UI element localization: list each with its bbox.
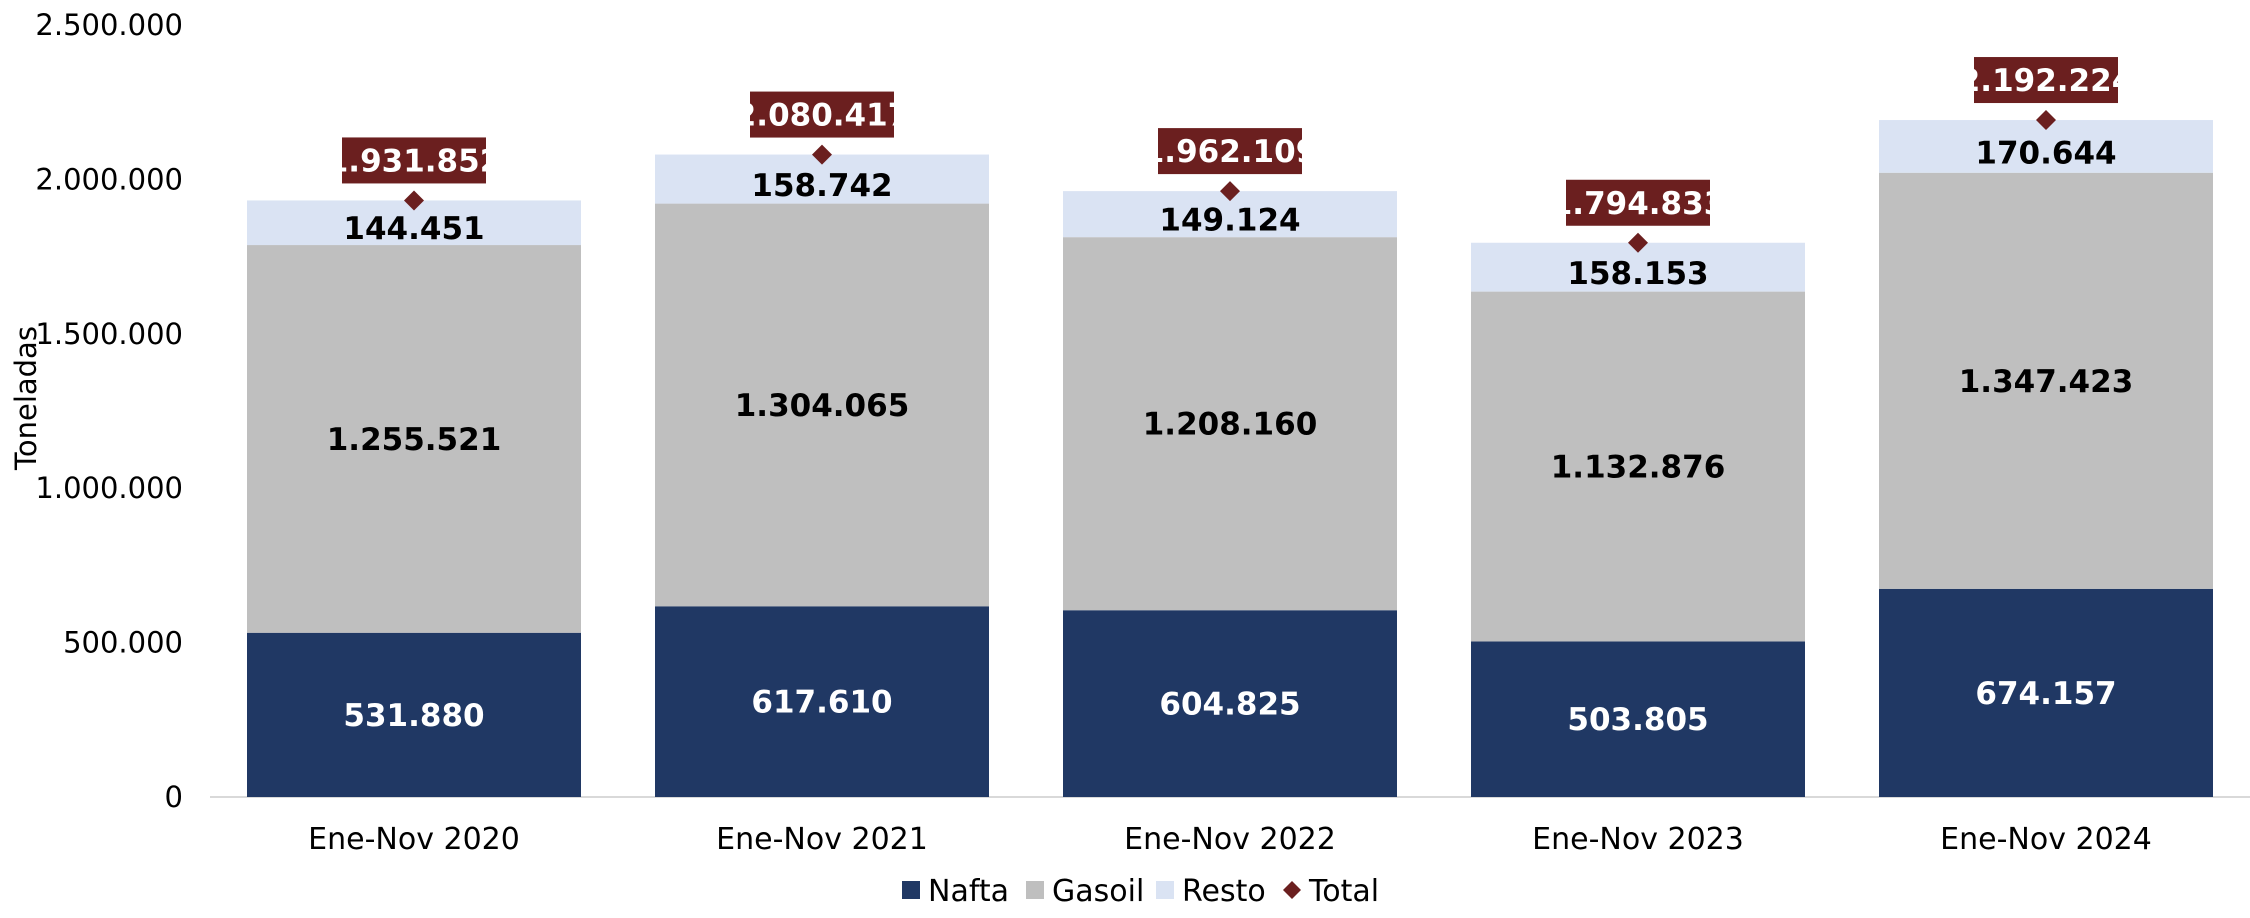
x-tick-label: Ene-Nov 2024	[1940, 822, 2152, 857]
data-label-nafta: 531.880	[343, 698, 484, 734]
y-tick-label: 2.000.000	[35, 162, 183, 196]
total-label: 1.794.833	[1551, 186, 1726, 222]
legend: Nafta Gasoil Resto Total	[902, 874, 1379, 909]
legend-label-nafta: Nafta	[928, 874, 1009, 909]
total-label: 2.192.224	[1959, 63, 2134, 99]
legend-label-gasoil: Gasoil	[1052, 874, 1144, 909]
data-label-resto: 149.124	[1159, 203, 1300, 239]
data-label-nafta: 503.805	[1567, 702, 1708, 738]
y-tick-label: 0	[165, 780, 183, 814]
total-label: 2.080.417	[735, 98, 910, 134]
data-label-resto: 170.644	[1975, 136, 2116, 172]
x-axis-labels: Ene-Nov 2020 Ene-Nov 2021 Ene-Nov 2022 Ene-…	[308, 822, 2152, 857]
y-tick-label: 1.500.000	[35, 317, 183, 351]
y-tick-label: 1.000.000	[35, 471, 183, 505]
legend-swatch-gasoil	[1026, 881, 1044, 899]
x-tick-label: Ene-Nov 2021	[716, 822, 928, 857]
total-label: 1.962.109	[1143, 134, 1318, 170]
x-tick-label: Ene-Nov 2023	[1532, 822, 1744, 857]
x-tick-label: Ene-Nov 2020	[308, 822, 520, 857]
y-tick-label: 500.000	[63, 626, 183, 660]
data-label-gasoil: 1.304.065	[735, 388, 910, 424]
data-label-nafta: 674.157	[1975, 676, 2116, 712]
legend-swatch-nafta	[902, 881, 920, 899]
data-label-nafta: 604.825	[1159, 687, 1300, 723]
legend-label-resto: Resto	[1182, 874, 1266, 909]
y-tick-label: 2.500.000	[35, 8, 183, 42]
data-label-gasoil: 1.347.423	[1959, 364, 2134, 400]
data-label-gasoil: 1.208.160	[1143, 407, 1318, 443]
legend-label-total: Total	[1308, 874, 1379, 909]
bars-group: 531.880 1.255.521 144.451 617.610 1.304.065 1…	[247, 120, 2213, 797]
total-label: 1.931.852	[327, 143, 502, 179]
data-label-resto: 158.153	[1567, 256, 1708, 292]
data-label-resto: 144.451	[343, 211, 484, 247]
data-label-resto: 158.742	[751, 168, 892, 204]
legend-swatch-resto	[1156, 881, 1174, 899]
x-tick-label: Ene-Nov 2022	[1124, 822, 1336, 857]
legend-swatch-total	[1283, 881, 1301, 899]
data-label-gasoil: 1.132.876	[1551, 450, 1726, 486]
data-label-gasoil: 1.255.521	[327, 422, 502, 458]
y-axis-ticks: 0 500.000 1.000.000 1.500.000 2.000.000 2.500…	[35, 8, 183, 814]
data-label-nafta: 617.610	[751, 685, 892, 721]
